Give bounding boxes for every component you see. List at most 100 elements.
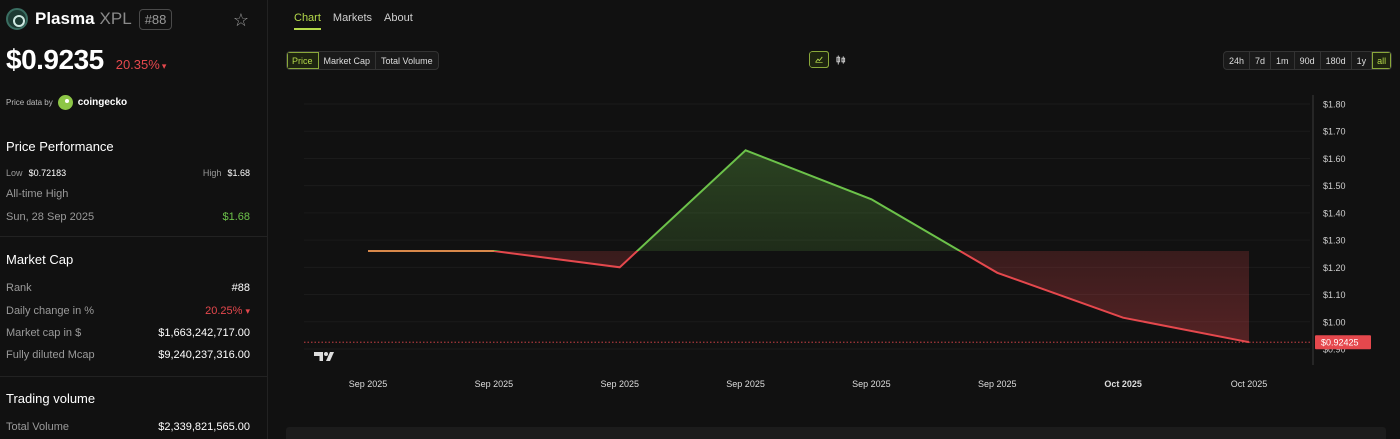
price-change-value: 20.35% (115, 57, 160, 72)
ath-date: Sun, 28 Sep 2025 (6, 211, 95, 223)
range-1m-button[interactable]: 1m (1271, 52, 1295, 69)
fdv-label: Fully diluted Mcap (6, 349, 95, 361)
current-price: $0.9235 (6, 44, 104, 75)
range-all-button[interactable]: all (1372, 52, 1392, 69)
range-1y-button[interactable]: 1y (1352, 52, 1373, 69)
star-icon[interactable]: ☆ (232, 10, 249, 30)
chart-type-selector (809, 51, 851, 68)
fdv-value: $9,240,237,316.00 (158, 349, 250, 361)
chart-fills (368, 150, 1249, 343)
current-price-tag (1315, 335, 1371, 350)
range-90d-button[interactable]: 90d (1295, 52, 1321, 69)
tab-chart[interactable]: Chart (294, 12, 321, 30)
asset-header: Plasma XPL #88 ☆ (6, 7, 261, 31)
down-arrow-icon: ▾ (245, 306, 250, 316)
market-cap-row: Market cap in $ $1,663,242,717.00 (6, 327, 250, 339)
low-high-row: Low $0.72183 High $1.68 (6, 167, 250, 179)
area-above-baseline (368, 150, 1249, 251)
metric-selector: Price Market Cap Total Volume (286, 51, 439, 70)
range-180d-button[interactable]: 180d (1321, 52, 1352, 69)
price-line-down (368, 251, 1250, 344)
market-cap-label: Market cap in $ (6, 327, 82, 339)
high-value: $1.68 (227, 168, 250, 178)
y-tick-label: $1.80 (1323, 100, 1346, 110)
y-tick-label: $1.70 (1323, 127, 1346, 137)
y-axis: $1.80 $1.70 $1.60 $1.50 $1.40 $1.30 $1.20 $1.10… (1312, 95, 1346, 365)
x-tick-label: Sep 2025 (978, 379, 1017, 389)
y-tick-label: $1.30 (1323, 236, 1346, 246)
x-tick-label: Sep 2025 (600, 379, 639, 389)
daily-change-row: Daily change in % 20.25% ▾ (6, 305, 250, 317)
market-cap-metric-button[interactable]: Market Cap (319, 52, 377, 69)
main-tabs: Chart Markets About (294, 12, 413, 30)
y-tick-label: $0.90 (1323, 345, 1346, 355)
price-performance-title: Price Performance (6, 139, 114, 154)
y-tick-label: $1.50 (1323, 181, 1346, 191)
area-below-baseline (368, 251, 1249, 343)
x-tick-label: Sep 2025 (852, 379, 891, 389)
price-data-label: Price data by (6, 98, 53, 107)
tab-markets[interactable]: Markets (332, 12, 373, 24)
x-tick-label: Sep 2025 (726, 379, 765, 389)
total-volume-value: $2,339,821,565.00 (158, 421, 250, 433)
rank-value: #88 (231, 282, 250, 294)
trading-volume-title: Trading volume (6, 391, 96, 406)
ath-label-row: All-time High (6, 188, 250, 200)
total-volume-label: Total Volume (6, 421, 69, 433)
plasma-logo-icon (6, 8, 28, 30)
asset-symbol: XPL (99, 9, 132, 28)
price-data-source-name[interactable]: coingecko (77, 97, 128, 108)
ath-row: Sun, 28 Sep 2025 $1.68 (6, 211, 250, 223)
price-row: $0.9235 20.35% ▾ (6, 44, 166, 76)
price-line-up (368, 149, 962, 251)
low-value: $0.72183 (28, 168, 67, 178)
bottom-panel (286, 427, 1386, 439)
rank-label: Rank (6, 282, 32, 294)
y-tick-label: $1.10 (1323, 290, 1346, 300)
price-change: 20.35% ▾ (116, 57, 167, 72)
range-selector: 24h 7d 1m 90d 180d 1y all (1223, 51, 1393, 70)
line-chart-icon[interactable] (809, 51, 829, 68)
y-tick-label: $1.60 (1323, 154, 1346, 164)
y-tick-label: $1.00 (1323, 317, 1346, 327)
rank-row: Rank #88 (6, 282, 250, 294)
daily-change-number: 20.25% (205, 305, 243, 317)
total-volume-metric-button[interactable]: Total Volume (381, 55, 433, 66)
daily-change-label: Daily change in % (6, 305, 95, 317)
down-arrow-icon: ▾ (161, 61, 167, 71)
y-tick-label: $1.20 (1323, 263, 1346, 273)
x-tick-label: Sep 2025 (349, 379, 388, 389)
high-label: High (202, 168, 222, 178)
x-tick-label: Sep 2025 (475, 379, 514, 389)
price-chart[interactable]: $1.80 $1.70 $1.60 $1.50 $1.40 $1.30 $1.20 $1.10… (304, 95, 1374, 395)
candlestick-icon[interactable] (831, 51, 851, 68)
chart-lines (368, 149, 1250, 344)
price-metric-button[interactable]: Price (287, 52, 319, 69)
coingecko-logo-icon (57, 95, 73, 110)
asset-name: Plasma (35, 9, 95, 28)
divider (0, 376, 268, 377)
y-tick-label: $1.40 (1323, 208, 1346, 218)
tab-about[interactable]: About (384, 12, 413, 24)
low-label: Low (6, 168, 23, 178)
divider (0, 236, 268, 237)
price-data-source: Price data by coingecko (6, 95, 127, 110)
rank-badge: #88 (138, 8, 173, 30)
daily-change-value: 20.25% ▾ (205, 305, 250, 317)
fdv-row: Fully diluted Mcap $9,240,237,316.00 (6, 349, 250, 361)
x-axis: Sep 2025 Sep 2025 Sep 2025 Sep 2025 Sep 2025… (349, 379, 1268, 389)
current-price-marker: $0.92425 (304, 335, 1371, 350)
total-volume-row: Total Volume $2,339,821,565.00 (6, 421, 250, 433)
range-24h-button[interactable]: 24h (1224, 52, 1251, 69)
x-tick-label: Oct 2025 (1104, 379, 1142, 389)
range-7d-button[interactable]: 7d (1250, 52, 1272, 69)
market-cap-title: Market Cap (6, 252, 74, 267)
market-cap-value: $1,663,242,717.00 (158, 327, 250, 339)
current-price-label: $0.92425 (1321, 338, 1359, 348)
tradingview-logo (314, 352, 334, 361)
asset-sidebar: Plasma XPL #88 ☆ $0.9235 20.35% ▾ Price d… (0, 0, 268, 439)
x-tick-label: Oct 2025 (1231, 379, 1268, 389)
ath-label: All-time High (6, 188, 69, 200)
ath-value: $1.68 (222, 211, 250, 223)
